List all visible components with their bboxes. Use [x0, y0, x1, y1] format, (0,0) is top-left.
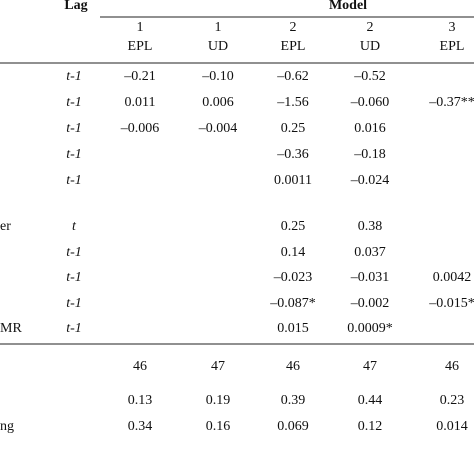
cell: 0.13	[128, 393, 153, 408]
cell: 0.006	[202, 95, 234, 110]
cell: 46	[445, 359, 459, 374]
cell: 0.014	[436, 419, 468, 434]
cell: –0.004	[198, 121, 238, 136]
cell: –0.087*	[269, 296, 316, 311]
cell: 0.037	[354, 245, 386, 260]
cell: 47	[211, 359, 225, 374]
lag-cell: t	[72, 219, 77, 234]
cell: 0.19	[206, 393, 231, 408]
cell: 0.23	[440, 393, 465, 408]
cell: 0.14	[281, 245, 306, 260]
cell: –0.36	[276, 147, 309, 162]
column-label: UD	[208, 39, 228, 54]
lag-cell: t-1	[66, 321, 82, 336]
cell: –0.37**	[428, 95, 474, 110]
column-number: 1	[215, 20, 222, 35]
cell: –0.21	[123, 69, 156, 84]
cell: 0.38	[358, 219, 383, 234]
lag-header: Lag	[64, 0, 87, 13]
lag-cell: t-1	[66, 121, 82, 136]
cell: 0.16	[206, 419, 231, 434]
cell: –0.015*	[428, 296, 474, 311]
cell: –0.52	[353, 69, 386, 84]
cell: –0.002	[350, 296, 390, 311]
row-label: er	[0, 219, 11, 234]
cell: 0.25	[281, 121, 306, 136]
cell: –0.031	[350, 270, 390, 285]
cell: –0.006	[120, 121, 160, 136]
cell: –0.060	[350, 95, 390, 110]
cell: –1.56	[276, 95, 309, 110]
cell: 0.011	[125, 95, 156, 110]
cell: –0.18	[353, 147, 386, 162]
cell: 46	[133, 359, 147, 374]
model-header: Model	[329, 0, 367, 13]
lag-cell: t-1	[66, 95, 82, 110]
column-label: UD	[360, 39, 380, 54]
column-label: EPL	[440, 39, 465, 54]
cell: 0.0042	[433, 270, 472, 285]
lag-cell: t-1	[66, 147, 82, 162]
cell: –0.10	[201, 69, 234, 84]
column-number: 2	[290, 20, 297, 35]
cell: 0.25	[281, 219, 306, 234]
cell: 0.12	[358, 419, 383, 434]
column-label: EPL	[281, 39, 306, 54]
cell: 0.39	[281, 393, 306, 408]
cell: 0.016	[354, 121, 386, 136]
column-number: 1	[137, 20, 144, 35]
row-label: MR	[0, 321, 22, 336]
cell: 0.0011	[274, 173, 312, 188]
row-label: ng	[0, 419, 14, 434]
lag-cell: t-1	[66, 69, 82, 84]
column-label: EPL	[128, 39, 153, 54]
lag-cell: t-1	[66, 245, 82, 260]
cell: 0.069	[277, 419, 309, 434]
cell: 0.34	[128, 419, 153, 434]
cell: –0.023	[273, 270, 313, 285]
column-number: 2	[367, 20, 374, 35]
cell: 46	[286, 359, 300, 374]
lag-cell: t-1	[66, 296, 82, 311]
column-number: 3	[449, 20, 456, 35]
cell: –0.024	[350, 173, 390, 188]
cell: –0.62	[276, 69, 309, 84]
cell: 0.44	[358, 393, 383, 408]
cell: 0.015	[277, 321, 309, 336]
lag-cell: t-1	[66, 270, 82, 285]
lag-cell: t-1	[66, 173, 82, 188]
cell: 0.0009*	[347, 321, 393, 336]
cell: 47	[363, 359, 377, 374]
